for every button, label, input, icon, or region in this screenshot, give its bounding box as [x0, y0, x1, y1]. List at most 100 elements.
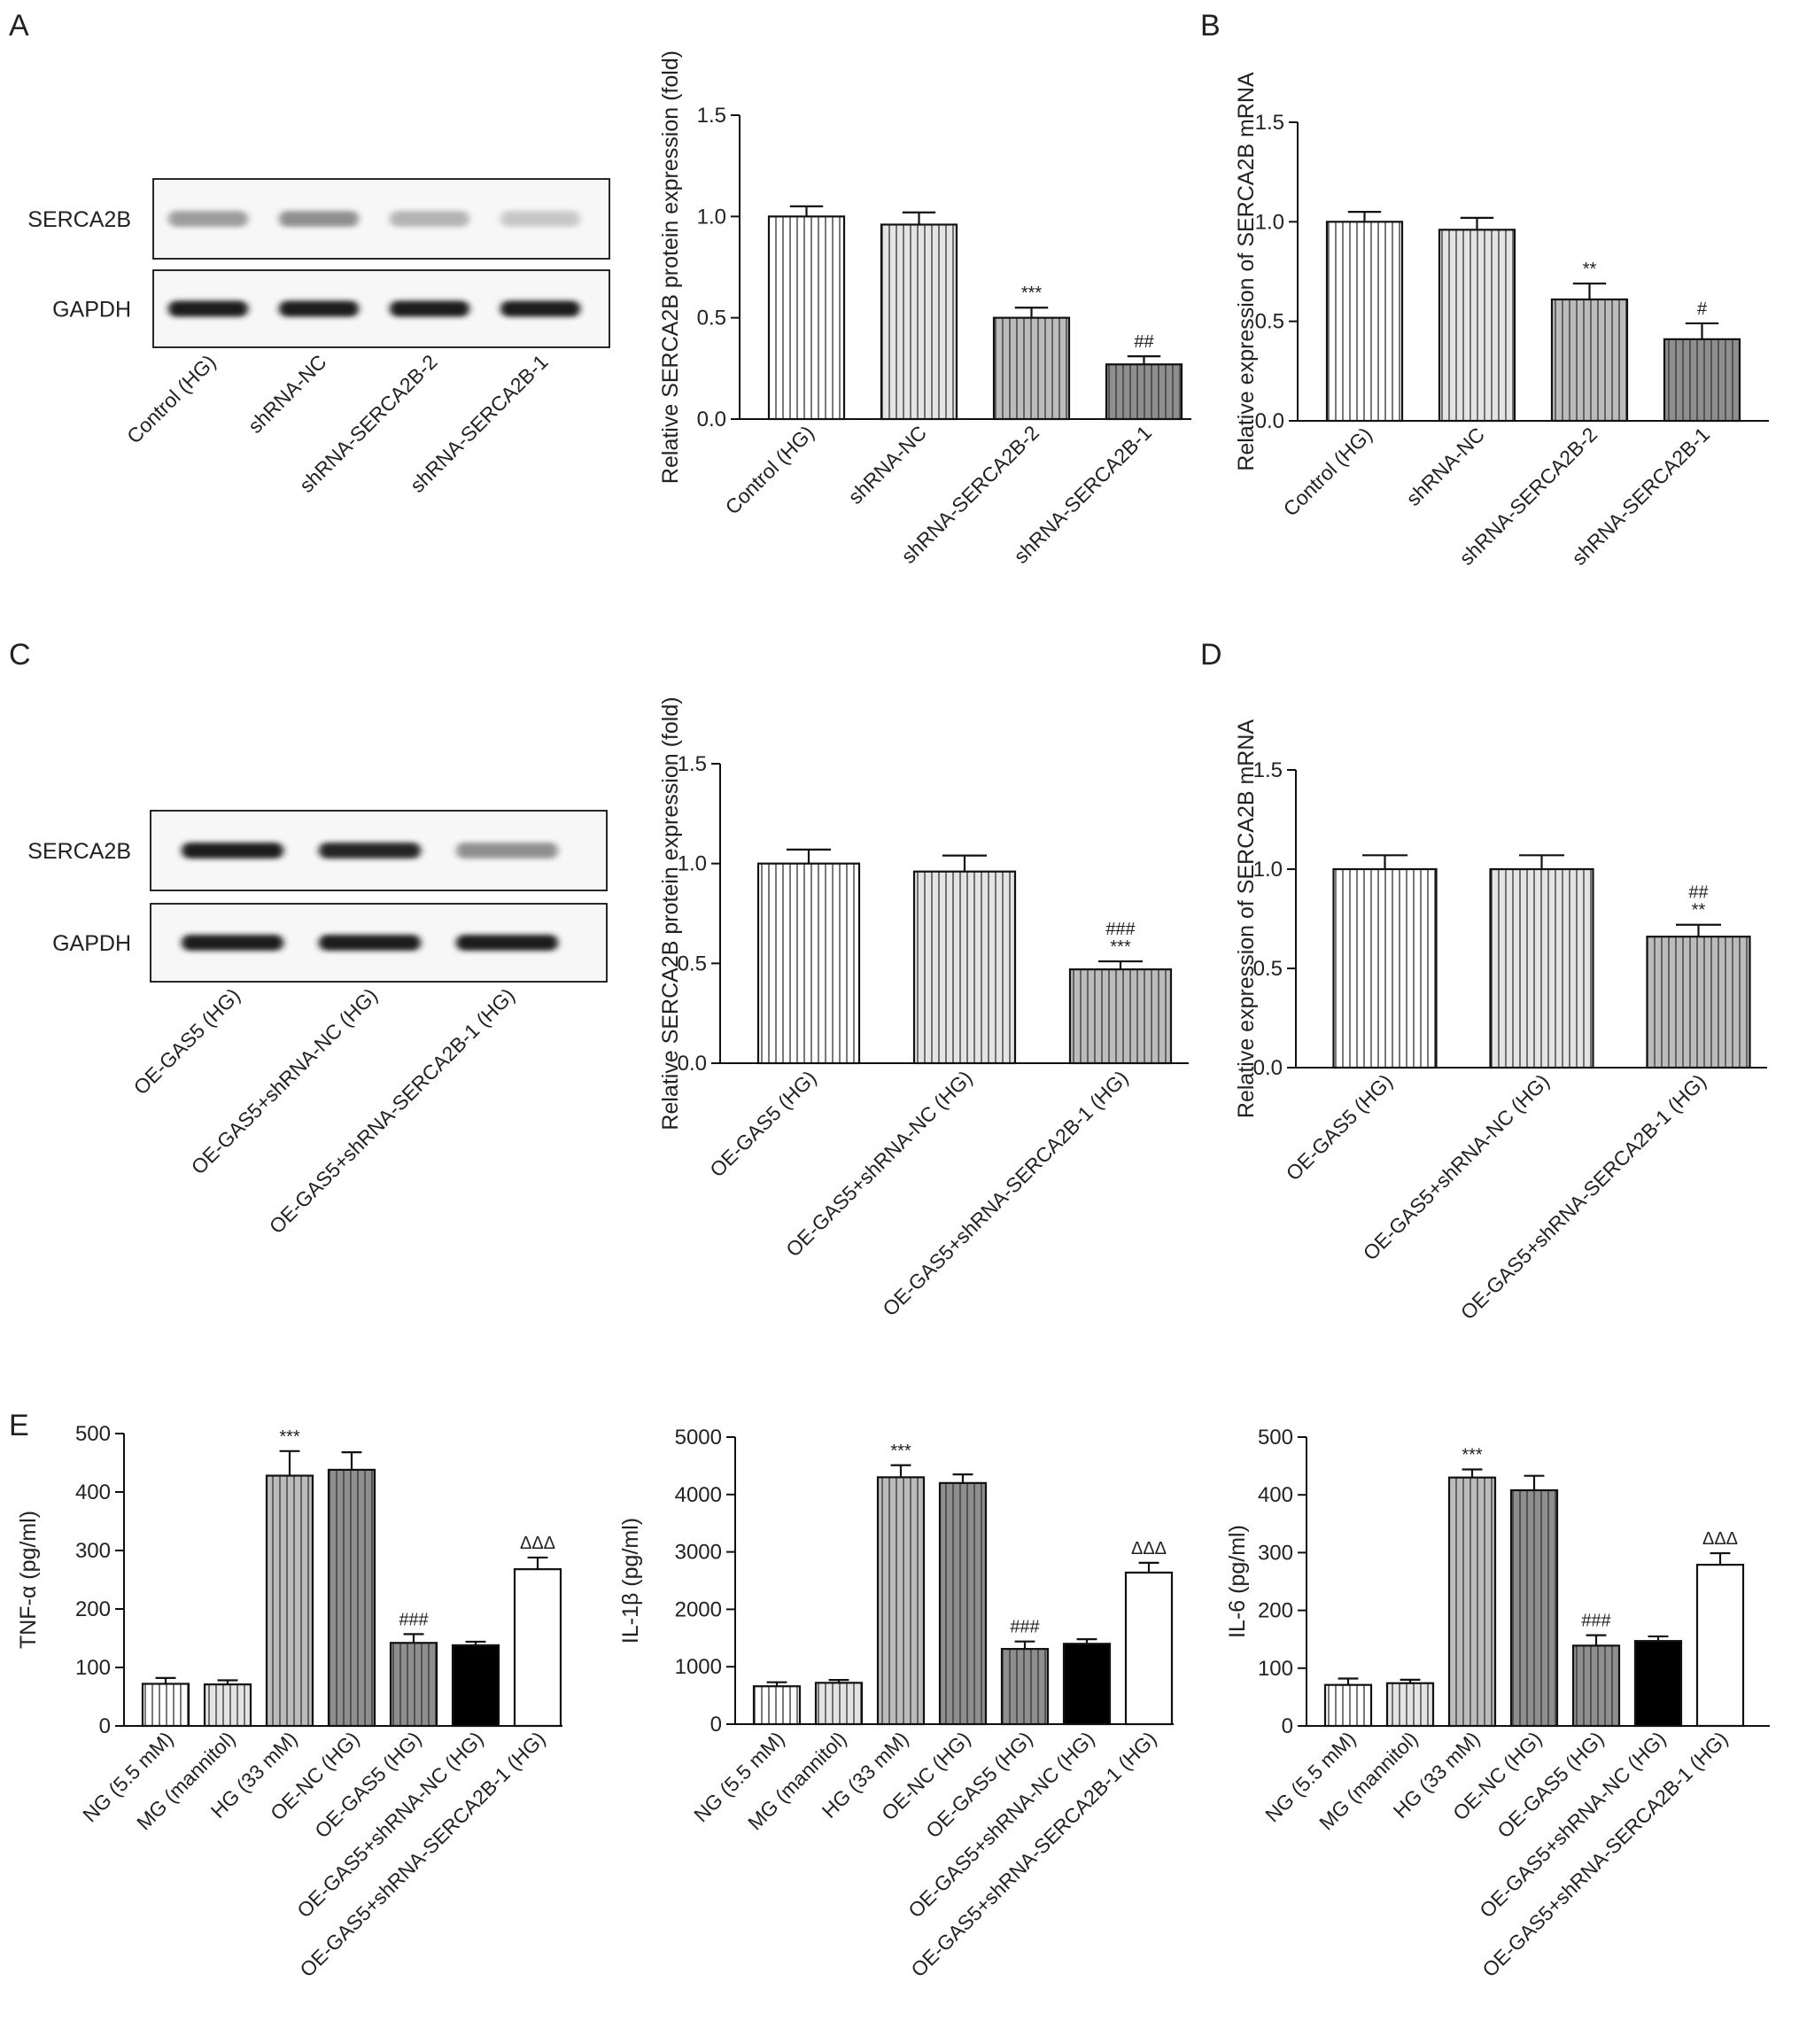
significance-label: ***: [1462, 1446, 1483, 1465]
y-tick-label: 400: [75, 1481, 111, 1504]
bar: [752, 1685, 802, 1726]
category-label: OE-GAS5 (HG): [1282, 1069, 1397, 1185]
bar: [1385, 1682, 1435, 1728]
category-label: OE-GAS5+shRNA-SERCA2B-1 (HG): [1456, 1069, 1710, 1324]
blot-band: [168, 211, 248, 227]
y-tick-label: 3000: [675, 1541, 722, 1565]
bar: [1663, 338, 1741, 423]
blot-band: [456, 935, 558, 951]
significance-label: ΔΔΔ: [1702, 1529, 1738, 1549]
significance-label: #: [1697, 299, 1708, 319]
y-tick-label: 1.0: [1253, 858, 1283, 882]
blot-band: [390, 211, 469, 227]
y-tick-label: 500: [75, 1422, 111, 1446]
bar: [1438, 229, 1516, 423]
y-tick-label: 100: [75, 1656, 111, 1680]
y-tick-label: 1.0: [678, 852, 707, 876]
y-tick-label: 1.0: [1255, 210, 1284, 234]
significance-label: ##: [1688, 883, 1709, 903]
y-axis-label: Relative expression of SERCA2B mRNA: [1234, 72, 1259, 470]
bar: [876, 1476, 926, 1726]
y-tick-label: 0.5: [1255, 310, 1284, 334]
y-tick-label: 200: [1258, 1599, 1293, 1623]
blot-lane-label: Control (HG): [122, 350, 221, 448]
blot-label: SERCA2B: [27, 207, 131, 232]
significance-label: ###: [1105, 920, 1136, 939]
y-tick-label: 0.0: [1255, 409, 1284, 433]
significance-label: ###: [1581, 1612, 1611, 1631]
blot-band: [182, 935, 283, 951]
bar: [992, 316, 1071, 421]
blot-band: [500, 211, 580, 227]
significance-label: ##: [1134, 332, 1154, 352]
y-tick-label: 0.5: [1253, 957, 1283, 981]
y-tick-label: 0.5: [678, 952, 707, 975]
category-label: Control (HG): [720, 421, 818, 519]
y-tick-label: 0: [99, 1714, 111, 1738]
y-tick-label: 300: [75, 1539, 111, 1563]
blot-band: [319, 935, 421, 951]
y-tick-label: 5000: [675, 1426, 722, 1449]
blot-band: [279, 211, 359, 227]
bar: [1571, 1644, 1621, 1728]
significance-label: ***: [1021, 284, 1043, 303]
blot-band: [279, 300, 359, 317]
y-tick-label: 2000: [675, 1597, 722, 1621]
significance-label: ***: [279, 1427, 300, 1447]
bar: [1646, 936, 1751, 1069]
y-tick-label: 0: [710, 1713, 722, 1737]
blot-lane-label: OE-GAS5+shRNA-SERCA2B-1 (HG): [265, 983, 519, 1238]
category-label: OE-GAS5 (HG): [310, 1727, 425, 1842]
panel-letter-c: C: [9, 638, 31, 672]
blot-label: SERCA2B: [27, 839, 131, 864]
category-label: Control (HG): [1278, 423, 1376, 521]
bar: [1695, 1563, 1745, 1728]
bar: [767, 215, 846, 421]
blot-band: [168, 300, 248, 317]
y-tick-label: 0.0: [697, 408, 726, 431]
category-label: shRNA-NC: [1401, 423, 1489, 510]
significance-label: ΔΔΔ: [520, 1534, 555, 1553]
y-tick-label: 4000: [675, 1483, 722, 1507]
y-tick-label: 300: [1258, 1541, 1293, 1565]
y-axis-label: TNF-α (pg/ml): [16, 1511, 41, 1649]
panel-letter-e: E: [9, 1409, 29, 1442]
significance-label: **: [1692, 901, 1706, 921]
significance-label: ###: [399, 1610, 429, 1629]
category-label: OE-GAS5+shRNA-NC (HG): [1359, 1069, 1554, 1264]
bar: [1325, 221, 1404, 423]
bar: [1323, 1683, 1373, 1728]
bar: [1633, 1640, 1683, 1728]
bar: [1489, 867, 1594, 1069]
y-tick-label: 1.0: [697, 205, 726, 229]
significance-label: ΔΔΔ: [1131, 1539, 1167, 1558]
blot-lane-label: shRNA-NC: [244, 350, 331, 438]
bar: [327, 1468, 376, 1728]
significance-label: **: [1583, 260, 1597, 279]
category-label: OE-GAS5 (HG): [705, 1066, 820, 1181]
y-tick-label: 1000: [675, 1655, 722, 1679]
blot-band: [500, 300, 580, 317]
category-label: OE-GAS5+shRNA-SERCA2B-1 (HG): [878, 1066, 1132, 1320]
panel-letter-d: D: [1200, 638, 1222, 672]
bar: [756, 862, 861, 1065]
bar: [265, 1474, 314, 1728]
panel-letter-b: B: [1200, 9, 1221, 43]
y-tick-label: 1.5: [1255, 111, 1284, 135]
bar: [451, 1644, 500, 1728]
y-tick-label: 1.5: [1253, 758, 1283, 782]
y-tick-label: 0: [1282, 1714, 1293, 1738]
blot-band: [182, 843, 283, 859]
y-tick-label: 1.5: [678, 752, 707, 776]
bar: [880, 223, 958, 421]
bar: [203, 1683, 252, 1728]
blot-label: GAPDH: [52, 298, 131, 323]
y-tick-label: 100: [1258, 1657, 1293, 1681]
bar: [1068, 968, 1173, 1065]
